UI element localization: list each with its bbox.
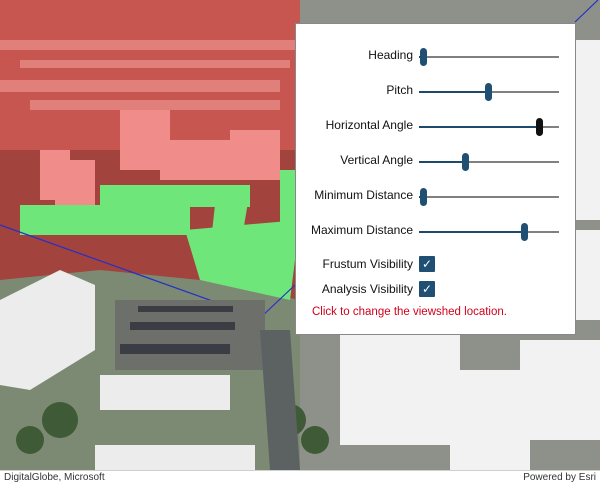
vertical-angle-slider[interactable]: [419, 153, 559, 171]
slider-label: Vertical Angle: [340, 153, 413, 167]
slider-row-heading: Heading: [296, 46, 577, 68]
slider-row-horizontal-angle: Horizontal Angle: [296, 116, 577, 138]
slider-label: Pitch: [386, 83, 413, 97]
slider-label: Maximum Distance: [310, 223, 413, 237]
slider-thumb[interactable]: [420, 48, 428, 66]
slider-row-vertical-angle: Vertical Angle: [296, 151, 577, 173]
minimum-distance-slider[interactable]: [419, 188, 559, 206]
horizontal-angle-slider[interactable]: [419, 118, 559, 136]
checkbox-row-analysis-visibility: Analysis Visibility ✓: [296, 280, 577, 300]
slider-fill: [419, 161, 466, 163]
slider-thumb[interactable]: [462, 153, 470, 171]
attribution-credits[interactable]: DigitalGlobe, Microsoft: [4, 472, 105, 483]
pitch-slider[interactable]: [419, 83, 559, 101]
slider-row-pitch: Pitch: [296, 81, 577, 103]
viewshed-settings-panel: Heading Pitch Horizontal Angle Vertical Ang…: [295, 23, 576, 335]
slider-fill: [419, 126, 540, 128]
slider-fill: [419, 91, 488, 93]
slider-fill: [419, 231, 524, 233]
checkmark-icon: ✓: [421, 282, 433, 296]
checkbox-row-frustum-visibility: Frustum Visibility ✓: [296, 255, 577, 275]
checkbox-label: Analysis Visibility: [321, 282, 413, 296]
powered-by-label[interactable]: Powered by Esri: [523, 472, 596, 483]
slider-thumb[interactable]: [420, 188, 428, 206]
maximum-distance-slider[interactable]: [419, 223, 559, 241]
slider-thumb[interactable]: [484, 83, 492, 101]
heading-slider[interactable]: [419, 48, 559, 66]
slider-label: Horizontal Angle: [325, 118, 413, 132]
slider-thumb[interactable]: [536, 118, 544, 136]
slider-thumb[interactable]: [521, 223, 528, 241]
viewshed-hint-text: Click to change the viewshed location.: [312, 306, 507, 318]
attribution-bar: DigitalGlobe, Microsoft Powered by Esri: [0, 470, 600, 485]
slider-row-maximum-distance: Maximum Distance: [296, 221, 577, 243]
slider-label: Heading: [368, 48, 413, 62]
checkmark-icon: ✓: [421, 257, 433, 271]
slider-row-minimum-distance: Minimum Distance: [296, 186, 577, 208]
checkbox-label: Frustum Visibility: [322, 257, 413, 271]
frustum-visibility-checkbox[interactable]: ✓: [419, 256, 435, 272]
analysis-visibility-checkbox[interactable]: ✓: [419, 281, 435, 297]
slider-label: Minimum Distance: [314, 188, 413, 202]
